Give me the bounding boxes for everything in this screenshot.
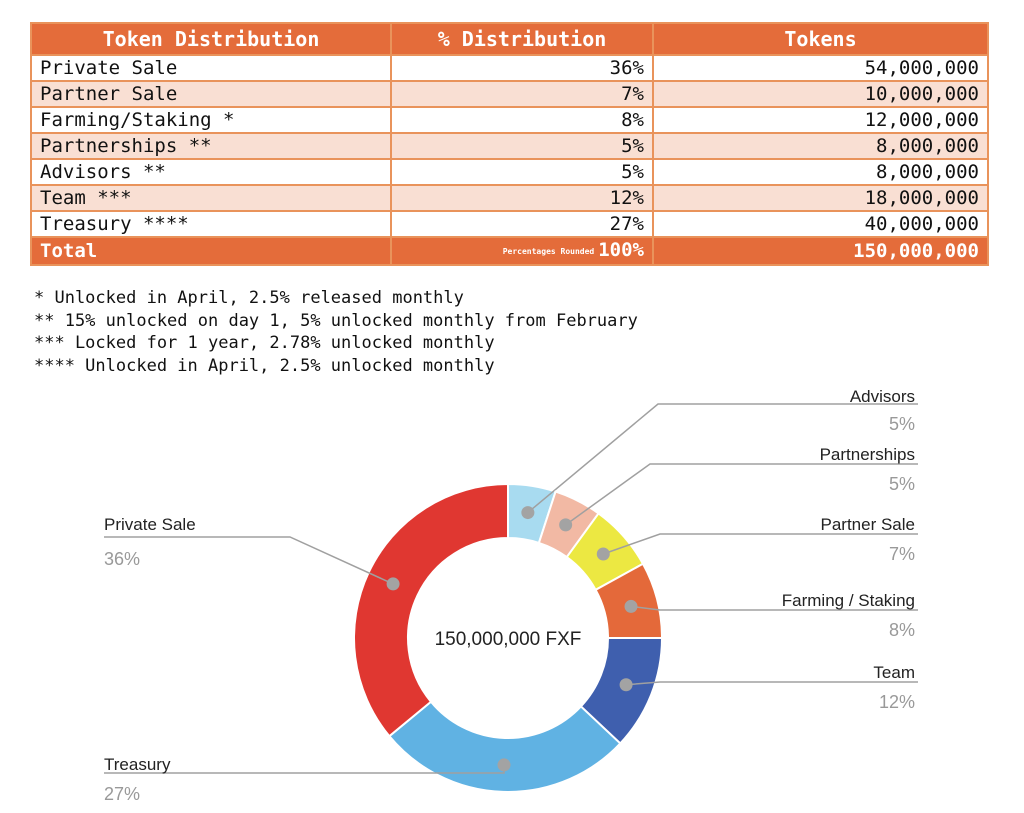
header-pct-distribution: % Distribution <box>390 22 654 56</box>
row-pct: 7% <box>390 80 654 108</box>
table-row: Farming/Staking * 8% 12,000,000 <box>30 106 989 134</box>
row-pct: 8% <box>390 106 654 134</box>
row-tokens: 18,000,000 <box>652 184 989 212</box>
row-tokens: 8,000,000 <box>652 132 989 160</box>
data-point-marker <box>559 518 573 532</box>
label-farming-staking: Farming / Staking <box>782 591 915 610</box>
row-tokens: 8,000,000 <box>652 158 989 186</box>
donut-chart: Advisors 5% Partnerships 5% Partner Sale 7% Fa… <box>104 387 918 804</box>
table-header-row: Token Distribution % Distribution Tokens <box>30 22 989 56</box>
total-pct-cell: Percentages Rounded 100% <box>390 236 654 266</box>
data-point-marker <box>497 758 511 772</box>
row-tokens: 12,000,000 <box>652 106 989 134</box>
footnote: **** Unlocked in April, 2.5% unlocked mo… <box>34 355 495 376</box>
leader-line <box>565 463 918 526</box>
rounding-note: Percentages Rounded <box>502 247 595 256</box>
center-total-label: 150,000,000 FXF <box>435 629 582 650</box>
slice-private-sale <box>353 482 509 738</box>
pct-label-partnerships: 5% <box>889 474 915 494</box>
row-pct: 12% <box>390 184 654 212</box>
header-tokens: Tokens <box>652 22 989 56</box>
leader-line <box>630 605 918 611</box>
token-distribution-table: Token Distribution % Distribution Tokens… <box>30 22 989 266</box>
row-name: Farming/Staking * <box>30 106 392 134</box>
label-partner-sale: Partner Sale <box>821 515 916 534</box>
table-row: Team *** 12% 18,000,000 <box>30 184 989 212</box>
footnote: ** 15% unlocked on day 1, 5% unlocked mo… <box>34 310 638 331</box>
table-row: Private Sale 36% 54,000,000 <box>30 54 989 82</box>
row-pct: 5% <box>390 132 654 160</box>
data-point-marker <box>596 547 610 561</box>
table-row: Partnerships ** 5% 8,000,000 <box>30 132 989 160</box>
footnote: * Unlocked in April, 2.5% released month… <box>34 288 464 308</box>
data-point-marker <box>521 506 535 520</box>
header-token-distribution: Token Distribution <box>30 22 392 56</box>
total-pct: 100% <box>598 239 644 261</box>
leader-line <box>603 533 918 555</box>
slice-treasury <box>387 700 622 793</box>
row-tokens: 40,000,000 <box>652 210 989 238</box>
row-name: Private Sale <box>30 54 392 82</box>
label-advisors: Advisors <box>850 387 915 406</box>
footnotes: * Unlocked in April, 2.5% released month… <box>34 287 638 377</box>
pct-label-treasury: 27% <box>104 784 140 804</box>
row-name: Partner Sale <box>30 80 392 108</box>
row-tokens: 10,000,000 <box>652 80 989 108</box>
data-point-marker <box>624 599 638 613</box>
label-partnerships: Partnerships <box>820 445 915 464</box>
pct-label-private-sale: 36% <box>104 549 140 569</box>
pct-label-team: 12% <box>879 692 915 712</box>
row-name: Treasury **** <box>30 210 392 238</box>
data-point-marker <box>619 678 633 692</box>
table-row: Treasury **** 27% 40,000,000 <box>30 210 989 238</box>
data-point-marker <box>386 577 400 591</box>
total-tokens: 150,000,000 <box>652 236 989 266</box>
row-pct: 5% <box>390 158 654 186</box>
row-tokens: 54,000,000 <box>652 54 989 82</box>
pct-label-farming-staking: 8% <box>889 620 915 640</box>
label-team: Team <box>873 663 915 682</box>
row-pct: 36% <box>390 54 654 82</box>
table-row: Partner Sale 7% 10,000,000 <box>30 80 989 108</box>
total-label: Total <box>30 236 392 266</box>
label-private-sale: Private Sale <box>104 515 196 534</box>
pct-label-advisors: 5% <box>889 414 915 434</box>
row-name: Team *** <box>30 184 392 212</box>
row-pct: 27% <box>390 210 654 238</box>
leader-line <box>104 536 394 585</box>
total-row: Total Percentages Rounded 100% 150,000,000 <box>30 236 989 266</box>
table-row: Advisors ** 5% 8,000,000 <box>30 158 989 186</box>
row-name: Advisors ** <box>30 158 392 186</box>
leader-line <box>626 681 918 686</box>
pct-label-partner-sale: 7% <box>889 544 915 564</box>
row-name: Partnerships ** <box>30 132 392 160</box>
leader-line <box>527 403 918 514</box>
label-treasury: Treasury <box>104 755 171 774</box>
footnote: *** Locked for 1 year, 2.78% unlocked mo… <box>34 333 495 353</box>
